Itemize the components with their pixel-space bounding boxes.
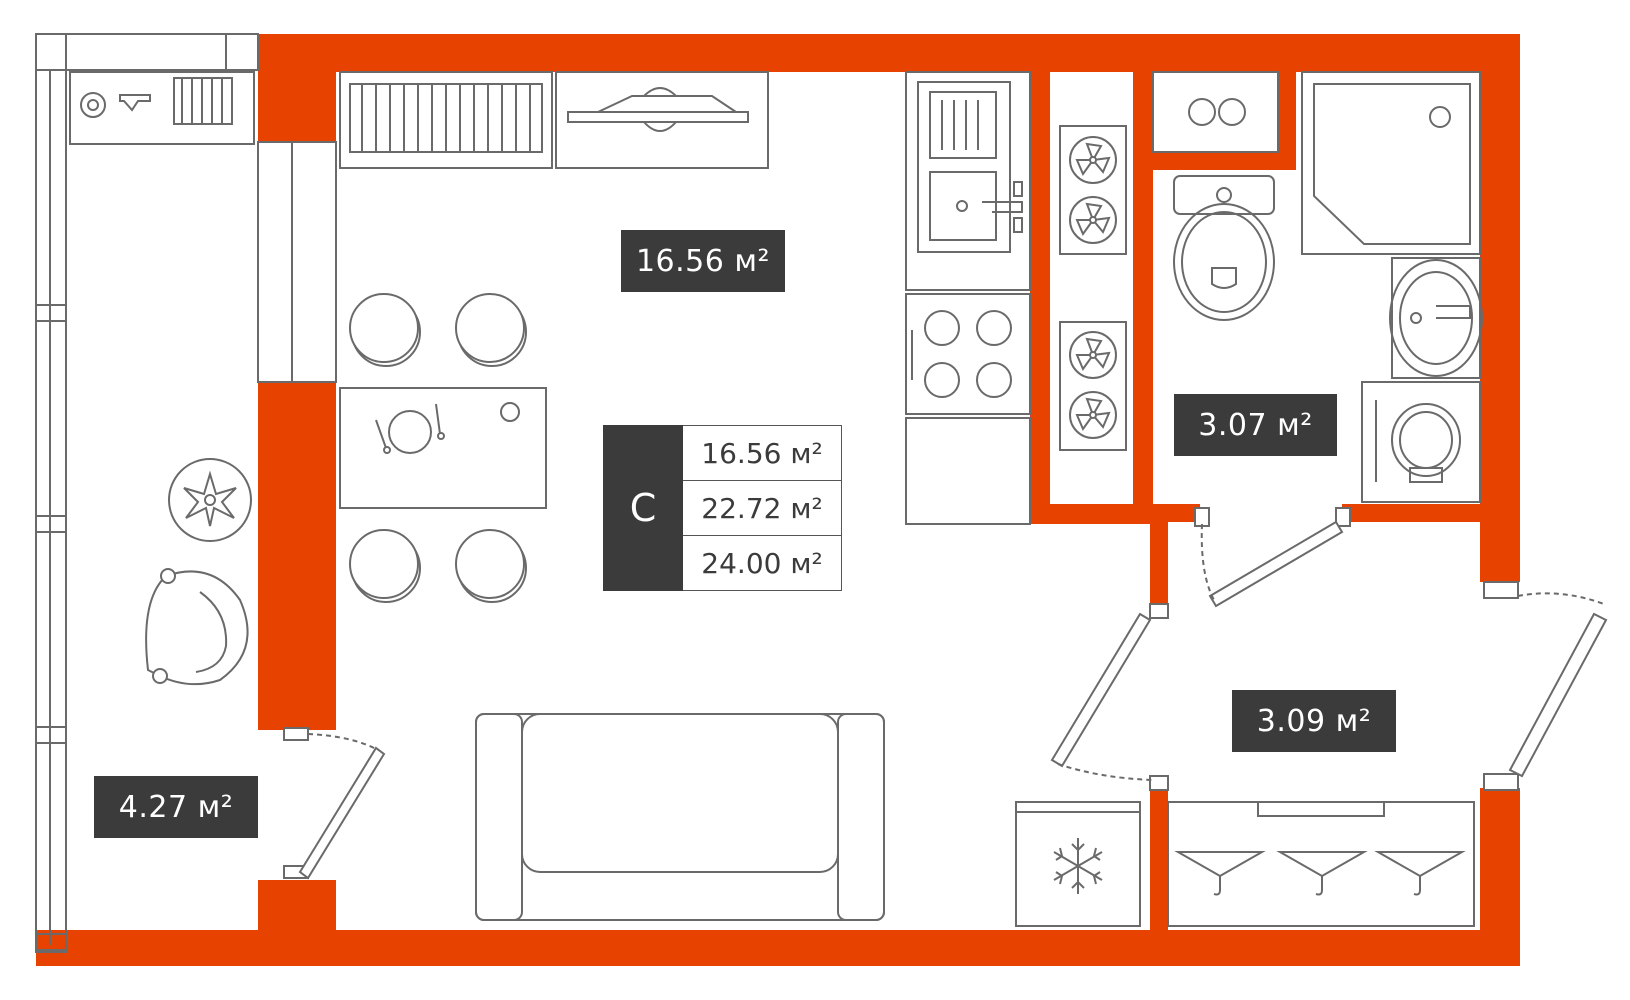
chair-icon [349, 293, 527, 603]
living-area-value: 16.56 м² [683, 425, 842, 481]
fan-icon [1059, 125, 1127, 451]
balcony-area-label: 4.27 м² [94, 776, 258, 838]
washbasin-icon [1389, 257, 1483, 379]
sofa-icon [475, 713, 885, 921]
washer-icon [1361, 381, 1481, 503]
toilet-icon [1173, 175, 1275, 321]
doors [283, 507, 1608, 880]
plant-icon [168, 458, 252, 542]
bathroom-area-label: 3.07 м² [1174, 394, 1337, 456]
fridge-icon [1015, 801, 1141, 927]
shower-icon [1301, 71, 1481, 255]
balcony-window [35, 33, 337, 953]
table-icon [339, 387, 547, 509]
radiator-icon [339, 71, 553, 169]
washing-machine-icon [1152, 71, 1279, 153]
armchair-icon [145, 568, 249, 686]
apartment-type-letter: С [603, 425, 683, 591]
hanger-icon [1167, 801, 1475, 927]
area-summary-table: С 16.56 м² 22.72 м² 24.00 м² [603, 425, 843, 591]
wardrobe-icon [555, 71, 769, 169]
exterior-walls [36, 34, 1520, 966]
stove-icon [905, 293, 1031, 525]
total-with-balcony-value: 24.00 м² [683, 535, 842, 591]
sink-icon [905, 71, 1031, 291]
boiler-icon [69, 71, 255, 145]
hallway-area-label: 3.09 м² [1232, 690, 1396, 752]
living-room-area-label: 16.56 м² [621, 230, 785, 292]
total-area-value: 22.72 м² [683, 480, 842, 536]
